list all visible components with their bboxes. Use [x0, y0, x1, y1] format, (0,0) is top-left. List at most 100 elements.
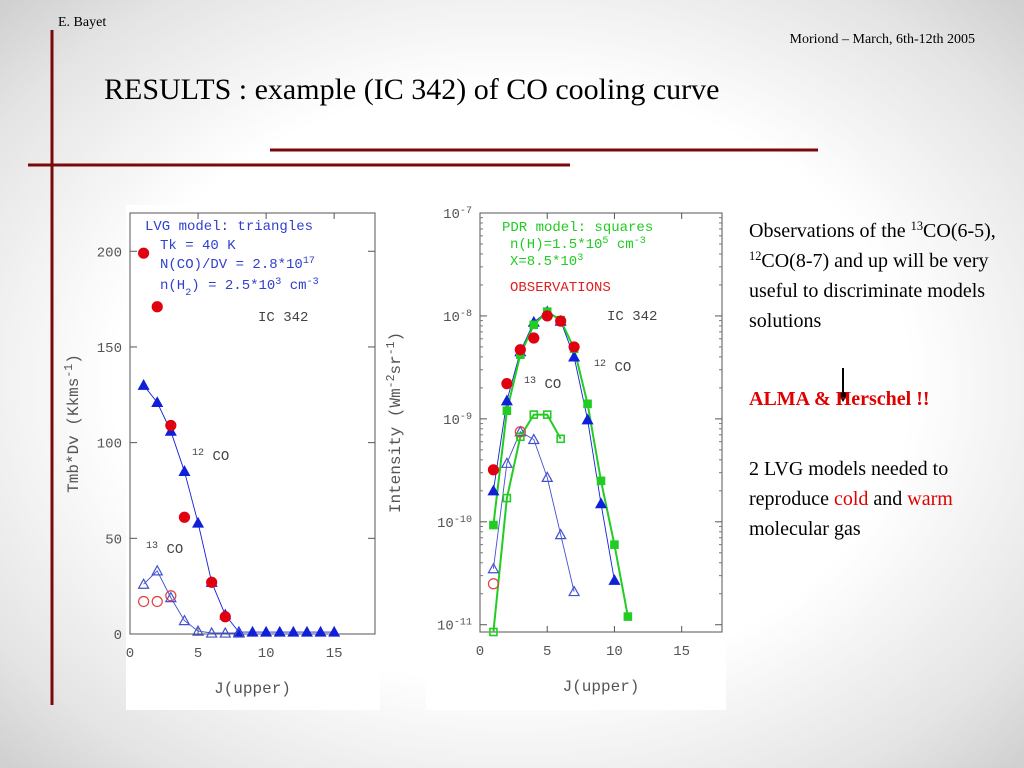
marker	[529, 410, 539, 419]
text-run: ) = 2.5*10	[191, 278, 275, 294]
text-run: molecular gas	[749, 518, 861, 540]
text-run: cold	[833, 488, 869, 510]
sup: 3	[577, 253, 583, 264]
marker	[246, 625, 259, 637]
text-run: Tmb*Dv (Kkms	[65, 378, 83, 493]
series-line	[492, 431, 575, 592]
marker	[542, 410, 552, 419]
marker	[487, 484, 500, 496]
marker	[568, 350, 581, 362]
marker	[623, 612, 633, 621]
marker	[487, 578, 500, 590]
text-run: )	[387, 332, 405, 342]
annotation: N(CO)/DV = 2.8*1017	[160, 256, 315, 274]
marker	[314, 625, 327, 637]
annotation: OBSERVATIONS	[510, 280, 611, 296]
annotation: X=8.5*103	[510, 253, 583, 271]
marker	[527, 433, 540, 445]
text-run: CO(6-5),	[923, 220, 996, 242]
y-tick-label: 10-10	[437, 514, 472, 532]
x-tick-label: 10	[258, 646, 275, 662]
marker	[502, 493, 512, 503]
x-tick-label: 5	[543, 644, 551, 660]
marker	[608, 574, 621, 585]
text-run: n(H	[160, 278, 185, 294]
marker	[489, 520, 498, 530]
tick-exp: -7	[460, 206, 472, 217]
marker	[192, 516, 205, 528]
text-run: PDR model: squares	[502, 220, 653, 236]
marker	[165, 590, 177, 602]
text-run: 2 LVG models needed to reproduce	[749, 458, 949, 510]
marker	[487, 562, 500, 574]
y-axis-label: Intensity (Wm-2sr-1)	[385, 332, 406, 513]
text-run: CO	[158, 542, 183, 558]
marker	[610, 540, 619, 549]
text-run: LVG model: triangles	[145, 219, 313, 235]
marker	[205, 626, 218, 638]
marker	[554, 528, 567, 540]
text-run: and	[868, 488, 908, 510]
tick-base: 10	[437, 619, 454, 635]
x-tick-label: 0	[476, 644, 484, 660]
x-axis-label: J(upper)	[563, 678, 640, 696]
text-run: CO	[204, 449, 229, 465]
y-tick-label: 150	[97, 341, 122, 357]
marker	[568, 341, 580, 353]
annotation: 12 CO	[192, 448, 229, 466]
marker	[581, 413, 594, 425]
marker	[500, 394, 513, 406]
marker	[500, 457, 513, 468]
text-run: OBSERVATIONS	[510, 280, 611, 296]
tick-exp: -11	[454, 617, 472, 628]
marker	[501, 378, 513, 390]
marker	[151, 396, 164, 408]
marker	[596, 476, 606, 486]
sup: -1	[63, 364, 76, 378]
marker	[300, 625, 313, 637]
marker	[260, 625, 273, 637]
marker	[206, 576, 218, 588]
y-axis-label: Tmb*Dv (Kkms-1)	[63, 354, 84, 493]
tick-base: 10	[443, 207, 460, 223]
text-run: Observations of the	[749, 220, 911, 242]
plot-frame	[479, 212, 723, 633]
annotation: PDR model: squares	[502, 220, 653, 236]
marker	[489, 627, 498, 637]
x-tick-label: 0	[126, 646, 134, 662]
annotation: IC 342	[258, 310, 308, 326]
annotation: IC 342	[607, 309, 657, 325]
text-run: warm	[907, 488, 953, 510]
annotation: 13 CO	[146, 541, 183, 559]
y-tick-label: 50	[105, 532, 122, 548]
marker	[583, 399, 592, 409]
marker	[164, 591, 177, 603]
sup: -2	[385, 374, 398, 388]
x-tick-label: 10	[606, 644, 623, 660]
plot-panel	[426, 205, 726, 710]
text-run: IC 342	[258, 310, 308, 326]
marker	[192, 624, 205, 636]
tick-exp: -9	[460, 411, 472, 422]
sup: -3	[307, 277, 319, 288]
marker	[529, 320, 539, 330]
marker	[328, 625, 341, 637]
x-tick-label: 15	[673, 644, 690, 660]
marker	[528, 332, 540, 344]
sub: 2	[185, 288, 191, 299]
text-run: IC 342	[607, 309, 657, 325]
note: Observations of the 13CO(6-5), 12CO(8-7)…	[749, 216, 999, 336]
annotation: LVG model: triangles	[145, 219, 313, 235]
tick-base: 10	[443, 413, 460, 429]
marker	[556, 434, 565, 444]
tick-exp: -10	[454, 514, 472, 525]
y-tick-label: 200	[97, 245, 122, 261]
y-tick-label: 100	[97, 437, 122, 453]
x-tick-label: 15	[326, 646, 343, 662]
tick-base: 10	[443, 310, 460, 326]
note: ALMA & Herschel !!	[749, 384, 999, 414]
text-run: CO(8-7) and up will be very useful to di…	[749, 250, 989, 332]
y-tick-label: 10-7	[443, 206, 472, 224]
annotation: 13 CO	[524, 376, 561, 394]
